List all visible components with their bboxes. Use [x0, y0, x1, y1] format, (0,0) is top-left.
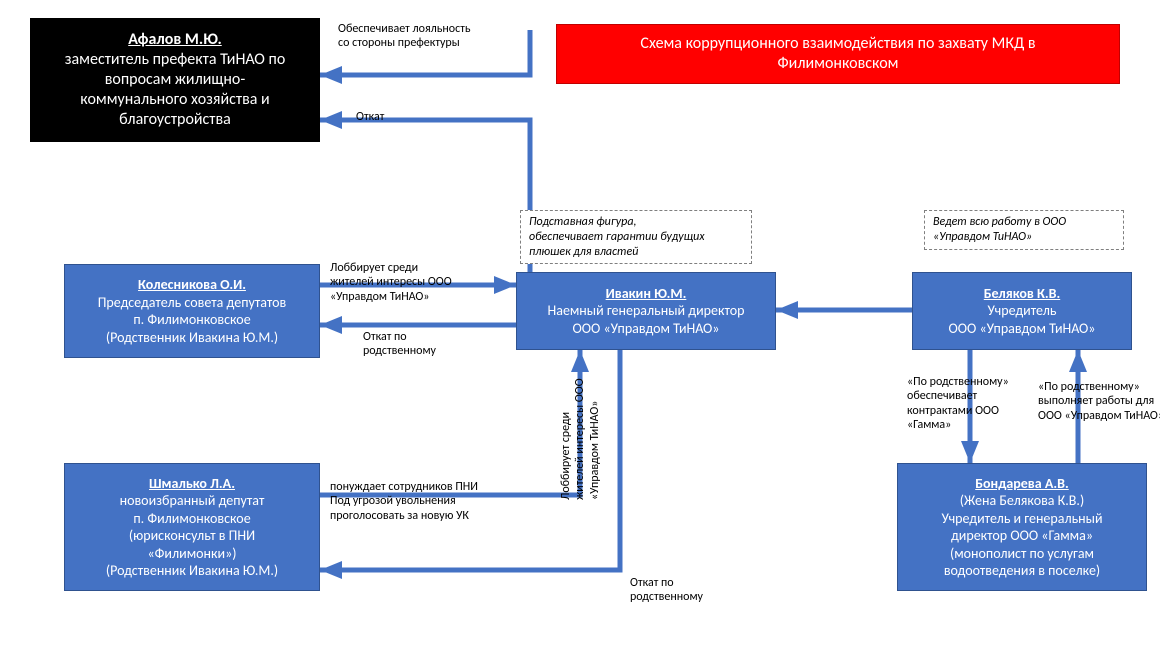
node-ivakin: Ивакин Ю.М. Наемный генеральный директор… [516, 272, 776, 350]
node-shmalko-body-5: (Родственник Ивакина Ю.М.) [106, 562, 278, 580]
arrowhead-bondareva-to-belyakov [1069, 350, 1087, 372]
arrowhead-afalov-to-ivakin-loyalty [320, 66, 342, 84]
note-ivakin-l2: обеспечивает гарантии будущих [529, 230, 743, 245]
edge-label-kickback3: Откат по родственному [630, 576, 703, 605]
edge-label-lobby2: Лоббирует среди жителей интересы ООО «Уп… [559, 378, 602, 500]
node-shmalko-body-1: новоизбранный депутат [120, 492, 265, 510]
node-ivakin-body-1: Наемный генеральный директор [548, 302, 745, 320]
node-shmalko-body-3: (юрисконсульт в ПНИ [129, 527, 255, 545]
title-line-1: Схема коррупционного взаимодействия по з… [640, 34, 1035, 54]
node-kolesnikova-body-1: Председатель совета депутатов [98, 294, 287, 312]
node-belyakov: Беляков К.В. Учредитель ООО «Управдом Ти… [912, 272, 1132, 350]
edge-label-rel-up: «По родственному» выполняет работы для О… [1038, 380, 1160, 423]
node-belyakov-body-1: Учредитель [988, 302, 1057, 320]
note-ivakin-l3: плюшек для властей [529, 245, 743, 260]
note-belyakov-l2: «Управдом ТиНАО» [933, 230, 1115, 245]
note-belyakov-l1: Ведет всю работу в ООО [933, 215, 1115, 230]
node-bondareva: Бондарева А.В. (Жена Белякова К.В.) Учре… [897, 463, 1147, 591]
edge-shmalko-to-ivakin-lobby [320, 350, 580, 495]
node-kolesnikova: Колесникова О.И. Председатель совета деп… [64, 264, 320, 358]
node-afalov-body-1: заместитель префекта ТиНАО по [65, 50, 286, 70]
arrowhead-ivakin-to-shmalko-kickback [320, 561, 342, 579]
node-kolesnikova-body-3: (Родственник Ивакина Ю.М.) [106, 329, 278, 347]
note-belyakov: Ведет всю работу в ООО «Управдом ТиНАО» [924, 210, 1124, 250]
edge-label-kickback2: Откат по родственному [363, 330, 436, 359]
node-afalov: Афалов М.Ю. заместитель префекта ТиНАО п… [30, 18, 320, 142]
title-line-2: Филимонковском [778, 54, 899, 74]
arrowhead-shmalko-to-ivakin-lobby [571, 350, 589, 372]
node-bondareva-body-1: (Жена Белякова К.В.) [960, 492, 1084, 510]
node-afalov-title: Афалов М.Ю. [128, 30, 222, 50]
node-bondareva-body-2: Учредитель и генеральный [941, 510, 1102, 528]
note-ivakin-l1: Подставная фигура, [529, 215, 743, 230]
edge-label-rel-down: «По родственному» обеспечивает контракта… [907, 375, 1009, 433]
node-shmalko-title: Шмалько Л.А. [149, 475, 235, 493]
node-belyakov-body-2: ООО «Управдом ТиНАО» [949, 320, 1096, 338]
arrowhead-kolesnikova-to-ivakin-lobby [494, 276, 516, 294]
note-ivakin: Подставная фигура, обеспечивает гарантии… [520, 210, 752, 264]
node-afalov-body-2: вопросам жилищно- [105, 70, 246, 90]
node-ivakin-title: Ивакин Ю.М. [606, 285, 687, 303]
node-kolesnikova-body-2: п. Филимонковское [133, 311, 250, 329]
arrowhead-ivakin-to-afalov-kickback [320, 111, 342, 129]
node-bondareva-title: Бондарева А.В. [975, 475, 1068, 493]
node-shmalko-body-4: «Филимонки») [147, 545, 236, 563]
arrowhead-belyakov-to-bondareva [961, 441, 979, 463]
node-afalov-body-3: коммунального хозяйства и [80, 90, 269, 110]
edge-label-lobby1: Лоббирует среди жителей интересы ООО «Уп… [330, 261, 452, 304]
node-shmalko-body-2: п. Филимонковское [133, 510, 250, 528]
edge-label-loyalty: Обеспечивает лояльность со стороны префе… [338, 22, 471, 51]
node-belyakov-title: Беляков К.В. [984, 285, 1060, 303]
arrowhead-ivakin-to-kolesnikova-kickback [320, 316, 342, 334]
node-bondareva-body-3: директор ООО «Гамма» [951, 527, 1093, 545]
diagram-title: Схема коррупционного взаимодействия по з… [556, 24, 1120, 84]
node-kolesnikova-title: Колесникова О.И. [138, 276, 246, 294]
node-shmalko: Шмалько Л.А. новоизбранный депутат п. Фи… [64, 463, 320, 591]
node-bondareva-body-4: (монополист по услугам [950, 545, 1094, 563]
node-afalov-body-4: благоустройства [119, 110, 231, 130]
edge-label-kickback1: Откат [356, 110, 384, 124]
node-bondareva-body-5: водоотведения в поселке) [944, 562, 1100, 580]
node-ivakin-body-2: ООО «Управдом ТиНАО» [573, 320, 720, 338]
arrowhead-belyakov-to-ivakin [776, 301, 798, 319]
edge-ivakin-to-afalov-kickback [320, 120, 530, 272]
edge-label-coerce: понуждает сотрудников ПНИ Под угрозой ув… [330, 480, 478, 523]
